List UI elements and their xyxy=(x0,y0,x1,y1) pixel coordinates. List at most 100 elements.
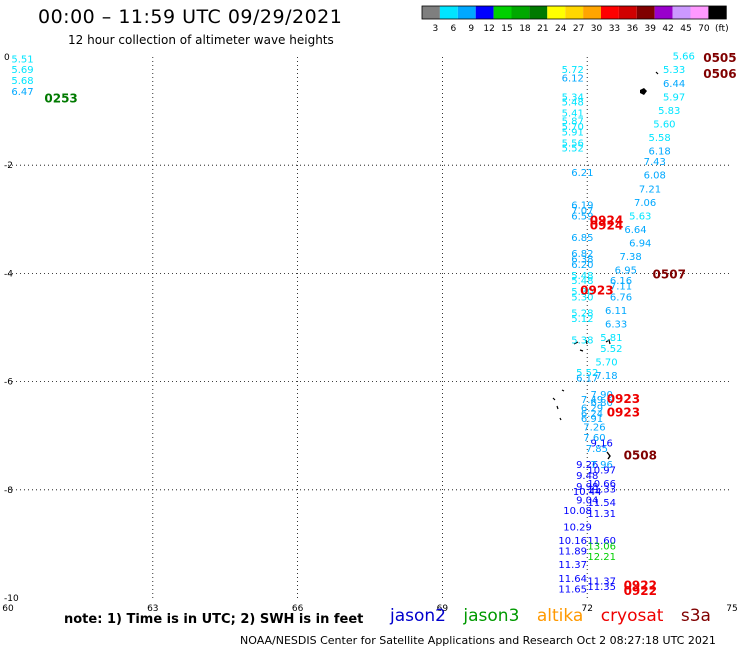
lon-tick-label: 75 xyxy=(726,604,737,614)
lat-tick-label: -4 xyxy=(4,269,13,279)
wave-height-value: 5.33 xyxy=(663,65,685,76)
pass-time-label: 0508 xyxy=(624,449,657,463)
colorbar-swatch xyxy=(583,6,601,19)
colorbar-swatch xyxy=(547,6,566,19)
wave-height-value: 6.64 xyxy=(624,225,646,236)
wave-height-value: 5.52 xyxy=(562,144,584,155)
lon-tick-label: 69 xyxy=(437,604,449,614)
pass-time-label: 0923 xyxy=(580,284,613,298)
wave-height-value: 6.19 xyxy=(571,200,593,211)
colorbar-swatch xyxy=(565,6,584,19)
wave-height-value: 6.76 xyxy=(610,292,632,303)
wave-height-value: 11.60 xyxy=(587,536,616,547)
wave-height-value: 6.91 xyxy=(581,414,603,425)
wave-height-value: 10.29 xyxy=(563,522,592,533)
colorbar-label: 9 xyxy=(468,24,474,34)
colorbar-swatch xyxy=(493,6,512,19)
wave-height-value: 5.60 xyxy=(653,119,675,130)
wave-height-value: 5.38 xyxy=(571,336,593,347)
colorbar-swatch xyxy=(654,6,673,19)
colorbar-label: 39 xyxy=(644,24,656,34)
wave-height-value: 5.81 xyxy=(600,333,622,344)
wave-height-value: 6.94 xyxy=(629,238,651,249)
colorbar-swatch xyxy=(457,6,476,19)
wave-height-value: 11.65 xyxy=(558,585,587,596)
wave-height-value: 10.66 xyxy=(587,479,616,490)
lat-tick-label: -6 xyxy=(4,378,13,388)
pass-time-label: 0924 xyxy=(590,213,623,227)
wave-height-value: 11.37 xyxy=(587,576,616,587)
wave-height-value: 5.83 xyxy=(658,106,680,117)
pass-time-label: 0253 xyxy=(44,92,77,106)
legend-s3a: s3a xyxy=(680,606,711,626)
lon-tick-label: 60 xyxy=(2,604,14,614)
lat-tick-label: 0 xyxy=(4,53,10,63)
wave-height-value: 5.66 xyxy=(673,52,695,63)
pass-time-label: 0923 xyxy=(607,405,640,419)
wave-height-value: 5.30 xyxy=(571,292,593,303)
wave-height-value: 6.08 xyxy=(644,171,666,182)
wave-height-value: 11.33 xyxy=(587,485,616,496)
wave-height-value: 9.26 xyxy=(576,460,598,471)
wave-height-value: 6.85 xyxy=(571,233,593,244)
wave-height-value: 7.90 xyxy=(591,390,613,401)
wave-height-value: 6.16 xyxy=(610,276,632,287)
wave-height-value: 5.69 xyxy=(11,65,33,76)
colorbar-swatch xyxy=(636,6,655,19)
pass-time-label: 0507 xyxy=(653,267,686,281)
colorbar-swatch xyxy=(618,6,637,19)
wave-height-value: 10.44 xyxy=(573,487,602,498)
colorbar-label: 36 xyxy=(627,24,639,34)
wave-height-value: 11.35 xyxy=(587,582,616,593)
wave-height-value: 7.06 xyxy=(634,198,656,209)
colorbar-swatch xyxy=(690,6,709,19)
colorbar-label: 15 xyxy=(501,24,512,34)
colorbar-swatch xyxy=(511,6,530,19)
colorbar-swatch xyxy=(529,6,548,19)
wave-height-value: 11.89 xyxy=(558,547,587,558)
island-shape xyxy=(606,451,611,460)
colorbar-label: 18 xyxy=(519,24,531,34)
wave-height-value: 5.41 xyxy=(562,109,584,120)
lon-tick-label: 63 xyxy=(147,604,158,614)
wave-height-value: 9.04 xyxy=(576,495,598,506)
wave-height-value: 11.54 xyxy=(587,498,616,509)
wave-height-value: 7.21 xyxy=(639,184,661,195)
colorbar-label: 45 xyxy=(680,24,691,34)
wave-height-value: 5.48 xyxy=(571,271,593,282)
colorbar-label: 33 xyxy=(609,24,620,34)
island-shape xyxy=(640,88,647,95)
wave-height-value: 5.68 xyxy=(11,76,33,87)
wave-height-value: 5.70 xyxy=(562,122,584,133)
wave-height-value: 6.44 xyxy=(663,79,685,90)
wave-height-value: 6.20 xyxy=(571,260,593,271)
wave-height-value: 6.24 xyxy=(581,409,603,420)
wave-height-value: 7.49 xyxy=(581,395,603,406)
lon-tick-label: 72 xyxy=(581,604,592,614)
wave-height-value: 7.26 xyxy=(583,422,605,433)
colorbar: 3 6 9 12 15 18 21 24 27 30 33 36 39 42 45 70 (ft) xyxy=(421,5,729,34)
wave-height-value: 5.48 xyxy=(562,98,584,109)
wave-height-value: 7.96 xyxy=(591,460,613,471)
credit-line: NOAA/NESDIS Center for Satellite Applica… xyxy=(240,634,716,647)
lat-tick-label: -10 xyxy=(4,594,19,604)
colorbar-swatch xyxy=(672,6,691,19)
colorbar-swatch xyxy=(601,6,619,19)
wave-height-value: 5.12 xyxy=(571,314,593,325)
wave-height-value: 5.72 xyxy=(562,65,584,76)
wave-height-value: 7.60 xyxy=(583,433,605,444)
wave-height-value: 9.16 xyxy=(591,439,613,450)
island-shape xyxy=(605,339,611,345)
wave-height-value: 6.18 xyxy=(648,146,670,157)
wave-height-value: 5.52 xyxy=(576,368,598,379)
wave-height-value: 5.34 xyxy=(562,92,584,103)
wave-height-value: 6.95 xyxy=(615,265,637,276)
map-note: note: 1) Time is in UTC; 2) SWH is in fe… xyxy=(64,612,364,627)
colorbar-label: 21 xyxy=(537,24,548,34)
legend-jason3: jason3 xyxy=(463,606,520,626)
wave-height-value: 5.97 xyxy=(663,92,685,103)
wave-height-value: 6.82 xyxy=(571,249,593,260)
wave-height-value: 12.21 xyxy=(587,552,616,563)
pass-time-label: 0505 xyxy=(703,51,736,65)
